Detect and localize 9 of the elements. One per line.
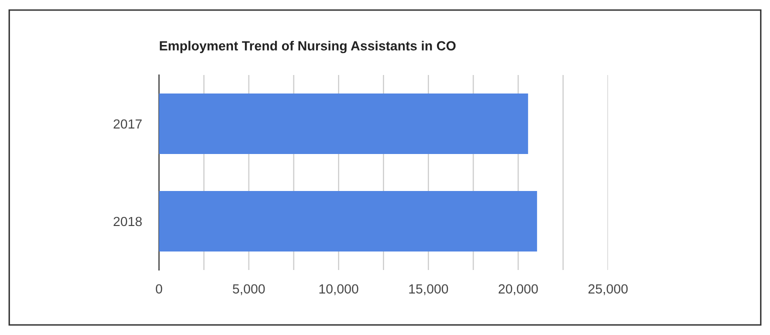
x-tick-label: 25,000: [588, 284, 628, 296]
x-tick-label: 5,000: [232, 284, 265, 296]
x-tick-label: 0: [156, 284, 162, 294]
x-tick-label: 20,000: [498, 284, 538, 296]
x-tick-label: 10,000: [319, 284, 358, 296]
y-tick-label: 2017: [114, 119, 142, 129]
chart-title: Employment Trend of Nursing Assistants in CO: [160, 40, 456, 54]
y-tick-label: 2018: [114, 216, 142, 226]
x-tick-label: 15,000: [409, 284, 448, 296]
